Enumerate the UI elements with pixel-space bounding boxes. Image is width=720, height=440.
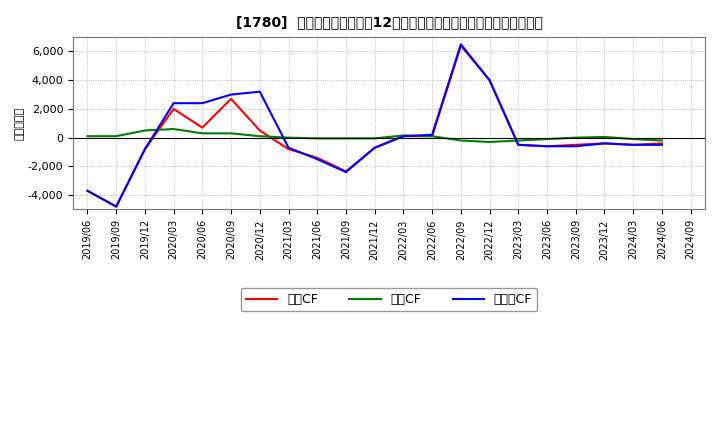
フリーCF [456,42,465,47]
営業CF [657,141,666,146]
営業CF [399,134,408,139]
フリーCF [399,134,408,139]
営業CF [428,134,436,139]
営業CF [543,143,552,149]
投資CF [256,134,264,139]
投資CF [572,135,580,140]
投資CF [112,134,120,139]
フリーCF [600,141,609,146]
フリーCF [657,142,666,147]
フリーCF [629,142,637,147]
投資CF [514,138,523,143]
営業CF [456,43,465,48]
フリーCF [112,204,120,209]
投資CF [169,126,178,132]
営業CF [227,96,235,102]
Y-axis label: （百万円）: （百万円） [15,107,25,140]
フリーCF [428,132,436,137]
営業CF [313,155,322,161]
フリーCF [485,77,494,83]
フリーCF [140,147,149,152]
投資CF [600,134,609,139]
営業CF [198,125,207,130]
フリーCF [169,100,178,106]
営業CF [256,128,264,133]
フリーCF [572,143,580,149]
営業CF [342,169,351,174]
営業CF [169,106,178,112]
投資CF [284,135,293,140]
営業CF [572,142,580,147]
投資CF [140,128,149,133]
フリーCF [284,145,293,150]
投資CF [543,136,552,142]
営業CF [514,142,523,147]
フリーCF [370,145,379,150]
投資CF [428,134,436,139]
投資CF [485,139,494,145]
投資CF [198,131,207,136]
Line: 営業CF: 営業CF [88,46,662,207]
投資CF [342,136,351,141]
フリーCF [342,169,351,175]
営業CF [370,145,379,150]
営業CF [284,147,293,152]
投資CF [399,133,408,138]
営業CF [112,204,120,209]
フリーCF [198,100,207,106]
フリーCF [227,92,235,97]
営業CF [140,147,149,152]
Title: [1780]  キャッシュフローの12か月移動合計の対前年同期増減額の推移: [1780] キャッシュフローの12か月移動合計の対前年同期増減額の推移 [235,15,542,29]
営業CF [629,142,637,147]
投資CF [456,138,465,143]
投資CF [657,138,666,143]
投資CF [629,136,637,142]
投資CF [313,136,322,141]
フリーCF [514,142,523,147]
Line: 投資CF: 投資CF [88,129,662,142]
フリーCF [313,157,322,162]
フリーCF [543,143,552,149]
投資CF [84,134,92,139]
Line: フリーCF: フリーCF [88,44,662,207]
フリーCF [256,89,264,94]
営業CF [84,188,92,194]
フリーCF [84,188,92,194]
営業CF [600,141,609,146]
営業CF [485,77,494,83]
投資CF [370,136,379,141]
Legend: 営業CF, 投資CF, フリーCF: 営業CF, 投資CF, フリーCF [241,288,537,311]
投資CF [227,131,235,136]
